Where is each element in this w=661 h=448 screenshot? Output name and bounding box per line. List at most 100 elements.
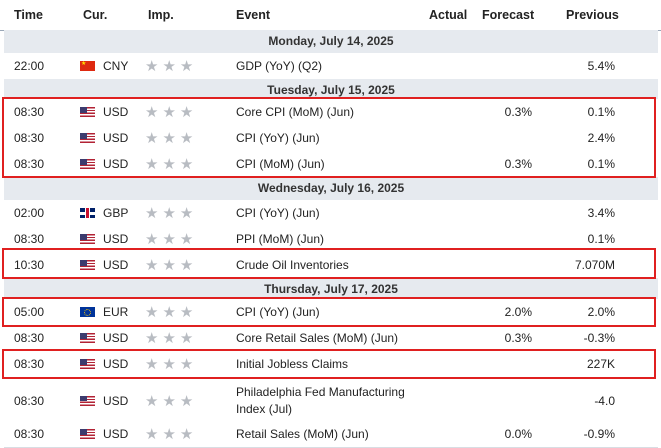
us-flag-icon <box>80 133 95 143</box>
star-icon: ★ <box>145 330 159 347</box>
us-flag-icon <box>80 107 95 117</box>
star-icon: ★ <box>179 231 194 248</box>
header-forecast[interactable]: Forecast <box>482 8 535 22</box>
star-icon: ★ <box>162 392 176 410</box>
star-icon: ★ <box>162 205 176 222</box>
previous-value: 2.0% <box>587 305 615 319</box>
header-previous[interactable]: Previous <box>566 8 619 22</box>
forecast-value <box>454 226 532 252</box>
star-icon: ★ <box>162 130 176 147</box>
event-name[interactable]: CPI (YoY) (Jun) <box>236 130 320 145</box>
us-flag-icon <box>80 260 95 270</box>
event-name[interactable]: GDP (YoY) (Q2) <box>236 58 323 73</box>
table-row[interactable]: 05:00 EUR ★ ★ ★ CPI (YoY) (Jun) 2.0% 2.0% <box>4 299 658 326</box>
previous-value: 0.1% <box>587 105 615 119</box>
star-icon: ★ <box>162 330 176 347</box>
event-time: 08:30 <box>14 105 45 119</box>
event-time: 05:00 <box>14 305 45 319</box>
table-row[interactable]: 08:30 USD ★ ★ ★ Core CPI (MoM) (Jun) 0.3% … <box>4 99 658 126</box>
header-time[interactable]: Time <box>14 8 43 22</box>
star-icon: ★ <box>179 392 194 410</box>
event-name[interactable]: Core CPI (MoM) (Jun) <box>236 104 355 119</box>
previous-value: 3.4% <box>587 206 615 220</box>
header-currency[interactable]: Cur. <box>83 8 108 22</box>
star-icon: ★ <box>162 257 176 274</box>
event-name[interactable]: Philadelphia Fed Manufacturing Index (Ju… <box>236 384 405 416</box>
forecast-value: 0.3% <box>504 157 532 171</box>
us-flag-icon <box>80 429 95 439</box>
currency-code: USD <box>103 427 129 441</box>
day-header-wednesday: Wednesday, July 16, 2025 <box>4 177 658 201</box>
star-icon: ★ <box>145 156 159 173</box>
star-icon: ★ <box>162 231 176 248</box>
star-icon: ★ <box>145 104 159 121</box>
table-row[interactable]: 08:30 USD ★ ★ ★ PPI (MoM) (Jun) 0.1% <box>4 226 658 253</box>
table-header: Time Cur. Imp. Event Actual Forecast Pre… <box>0 0 661 31</box>
eu-flag-icon <box>80 307 95 317</box>
event-time: 22:00 <box>14 59 45 73</box>
importance-stars: ★ ★ ★ <box>145 377 197 424</box>
event-name[interactable]: Retail Sales (MoM) (Jun) <box>236 426 369 441</box>
event-time: 02:00 <box>14 206 45 220</box>
star-icon: ★ <box>179 205 194 222</box>
event-name[interactable]: CPI (MoM) (Jun) <box>236 156 325 171</box>
forecast-value <box>454 200 532 226</box>
previous-value: 7.070M <box>574 258 615 272</box>
table-row[interactable]: 02:00 GBP ★ ★ ★ CPI (YoY) (Jun) 3.4% <box>4 200 658 227</box>
event-time: 08:30 <box>14 157 45 171</box>
star-icon: ★ <box>179 330 194 347</box>
importance-stars: ★ ★ ★ <box>145 226 197 252</box>
event-time: 08:30 <box>14 331 45 345</box>
star-icon: ★ <box>179 257 194 274</box>
event-time: 08:30 <box>14 357 45 371</box>
previous-value: 2.4% <box>587 131 615 145</box>
day-header-monday: Monday, July 14, 2025 <box>4 30 658 54</box>
table-row[interactable]: 08:30 USD ★ ★ ★ CPI (MoM) (Jun) 0.3% 0.1% <box>4 151 658 178</box>
star-icon: ★ <box>145 205 159 222</box>
previous-value: 5.4% <box>587 59 615 73</box>
star-icon: ★ <box>179 104 194 121</box>
event-time: 08:30 <box>14 393 45 408</box>
us-flag-icon <box>80 234 95 244</box>
header-event[interactable]: Event <box>236 8 271 22</box>
event-name[interactable]: Crude Oil Inventories <box>236 257 349 272</box>
event-name[interactable]: Core Retail Sales (MoM) (Jun) <box>236 330 399 345</box>
table-row[interactable]: 08:30 USD ★ ★ ★ Core Retail Sales (MoM) (J… <box>4 325 658 352</box>
table-row[interactable]: 22:00 CNY ★★★ GDP (YoY) (Q2) 5.4% <box>4 53 658 80</box>
event-name[interactable]: CPI (YoY) (Jun) <box>236 304 320 319</box>
forecast-value: 2.0% <box>504 305 532 319</box>
table-row[interactable]: 10:30 USD ★ ★ ★ Crude Oil Inventories 7.07… <box>4 252 658 279</box>
currency-code: USD <box>103 258 129 272</box>
star-icon: ★ <box>145 58 159 75</box>
star-icon: ★ <box>179 304 194 321</box>
importance-stars: ★ ★ ★ <box>145 325 197 351</box>
previous-value: 227K <box>586 357 615 371</box>
currency-code: GBP <box>103 206 129 220</box>
currency-code: USD <box>103 393 129 408</box>
event-name[interactable]: CPI (YoY) (Jun) <box>236 205 320 220</box>
star-icon: ★ <box>145 356 159 373</box>
previous-value: -0.3% <box>583 331 615 345</box>
event-name[interactable]: PPI (MoM) (Jun) <box>236 231 325 246</box>
table-row[interactable]: 08:30 USD ★ ★ ★ Philadelphia Fed Manufactu… <box>4 377 658 425</box>
event-name[interactable]: Initial Jobless Claims <box>236 356 349 371</box>
forecast-value <box>454 252 532 278</box>
table-row[interactable]: 08:30 USD ★ ★ ★ Retail Sales (MoM) (Jun) 0… <box>4 421 658 448</box>
table-row[interactable]: 08:30 USD ★ ★ ★ CPI (YoY) (Jun) 2.4% <box>4 125 658 152</box>
star-icon: ★ <box>179 156 194 173</box>
us-flag-icon <box>80 395 95 406</box>
header-importance[interactable]: Imp. <box>148 8 174 22</box>
event-time: 10:30 <box>14 258 45 272</box>
star-icon: ★ <box>162 104 176 121</box>
star-icon: ★ <box>145 426 159 443</box>
star-icon: ★ <box>162 58 176 75</box>
currency-code: USD <box>103 331 129 345</box>
star-icon: ★ <box>162 356 176 373</box>
us-flag-icon <box>80 359 95 369</box>
importance-stars: ★ ★ ★ <box>145 99 197 125</box>
table-row[interactable]: 08:30 USD ★ ★ ★ Initial Jobless Claims 227… <box>4 351 658 378</box>
star-icon: ★ <box>145 392 159 410</box>
header-actual[interactable]: Actual <box>429 8 468 22</box>
forecast-value <box>454 377 532 424</box>
